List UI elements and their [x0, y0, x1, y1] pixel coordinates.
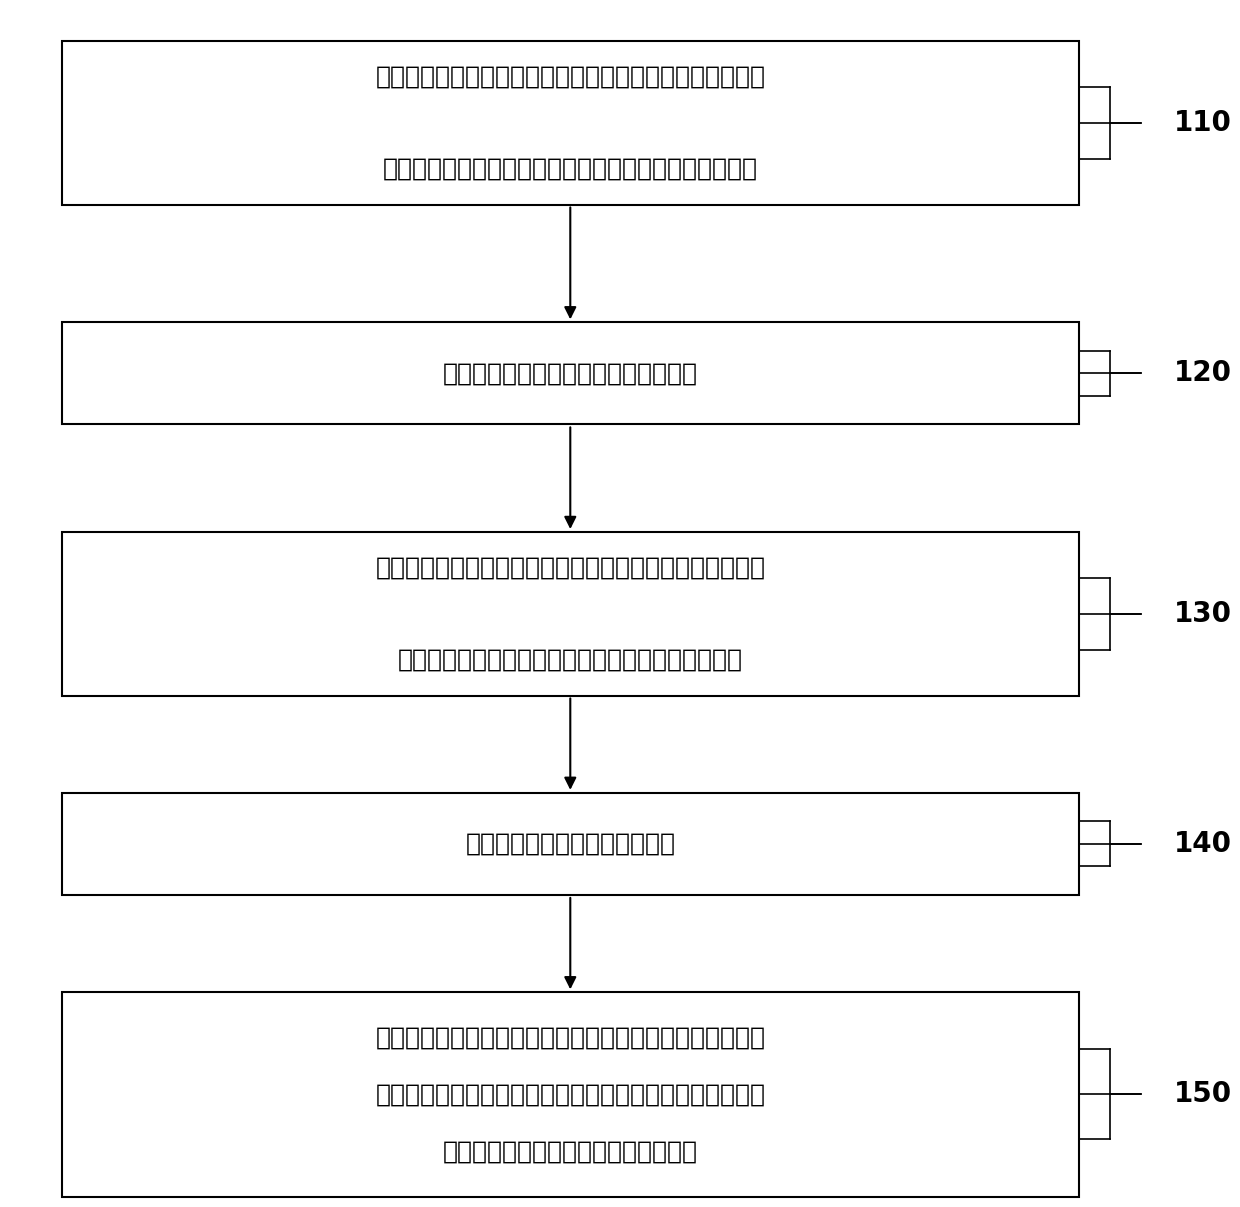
Text: 将所述多层板的成型区以外的非金手指铜条部分控深鐵去除: 将所述多层板的成型区以外的非金手指铜条部分控深鐵去除 — [376, 1025, 765, 1049]
Text: 在所述多层板的两侧表面制作外层线路: 在所述多层板的两侧表面制作外层线路 — [443, 361, 698, 385]
Text: 对所述金手指铜条的显露区镀金: 对所述金手指铜条的显露区镀金 — [465, 832, 676, 856]
Text: 150: 150 — [1173, 1080, 1231, 1108]
Text: 120: 120 — [1173, 360, 1231, 387]
FancyBboxPatch shape — [62, 992, 1079, 1197]
FancyBboxPatch shape — [62, 322, 1079, 425]
Text: 将多根金手指铜条压合在多层板的第一面，使金手指铜条的: 将多根金手指铜条压合在多层板的第一面，使金手指铜条的 — [376, 65, 765, 89]
Text: 130: 130 — [1173, 600, 1231, 628]
FancyBboxPatch shape — [62, 793, 1079, 896]
FancyBboxPatch shape — [62, 41, 1079, 204]
Text: 110: 110 — [1173, 109, 1231, 136]
Text: 及从电路板本体延伸出来的多根金手指: 及从电路板本体延伸出来的多根金手指 — [443, 1139, 698, 1164]
Text: ，制得金手指电路板，所述金手指电路板包括电路板本体以: ，制得金手指电路板，所述金手指电路板包括电路板本体以 — [376, 1083, 765, 1107]
Text: 多层板的第二面进行控深鐵，显露出所述金手指铜条: 多层板的第二面进行控深鐵，显露出所述金手指铜条 — [398, 647, 743, 671]
FancyBboxPatch shape — [62, 532, 1079, 695]
Text: 140: 140 — [1173, 830, 1231, 858]
Text: 显露区位于多层板的成型区以外，压合区位于成型区以内: 显露区位于多层板的成型区以外，压合区位于成型区以内 — [383, 157, 758, 181]
Text: 对所述多层板的对应于所述金手指铜条的显露区的区域，从: 对所述多层板的对应于所述金手指铜条的显露区的区域，从 — [376, 556, 765, 579]
